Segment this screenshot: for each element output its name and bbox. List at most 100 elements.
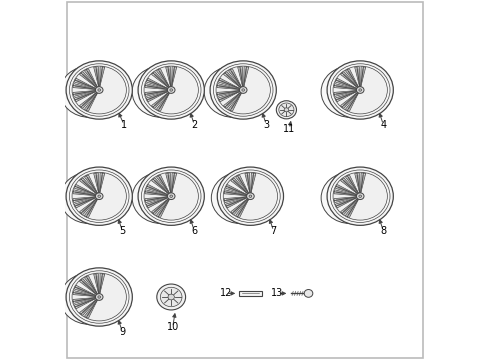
- Ellipse shape: [325, 65, 384, 117]
- Ellipse shape: [138, 61, 204, 119]
- Polygon shape: [335, 185, 357, 195]
- Ellipse shape: [60, 66, 119, 117]
- Polygon shape: [172, 173, 177, 193]
- Ellipse shape: [138, 65, 197, 117]
- Ellipse shape: [134, 172, 193, 223]
- Ellipse shape: [66, 272, 125, 324]
- Text: 3: 3: [263, 120, 270, 130]
- Text: 5: 5: [119, 226, 125, 236]
- Polygon shape: [334, 197, 356, 203]
- Ellipse shape: [136, 65, 195, 117]
- Polygon shape: [156, 199, 170, 217]
- Text: 9: 9: [120, 327, 125, 337]
- Polygon shape: [94, 173, 99, 193]
- Polygon shape: [223, 72, 241, 87]
- Polygon shape: [147, 78, 168, 89]
- Ellipse shape: [215, 171, 274, 223]
- Ellipse shape: [134, 66, 193, 117]
- Polygon shape: [79, 178, 97, 194]
- Polygon shape: [145, 190, 167, 195]
- Polygon shape: [151, 178, 169, 194]
- Ellipse shape: [157, 284, 186, 310]
- Ellipse shape: [60, 172, 119, 224]
- Polygon shape: [94, 67, 99, 86]
- Polygon shape: [361, 173, 366, 193]
- Polygon shape: [94, 274, 99, 293]
- Ellipse shape: [217, 171, 276, 223]
- Polygon shape: [147, 185, 168, 195]
- Ellipse shape: [321, 172, 379, 224]
- Polygon shape: [73, 84, 95, 89]
- Polygon shape: [217, 84, 239, 89]
- Polygon shape: [74, 78, 96, 89]
- Ellipse shape: [208, 65, 267, 117]
- Polygon shape: [79, 72, 97, 87]
- Ellipse shape: [136, 171, 195, 223]
- Polygon shape: [99, 274, 105, 293]
- Text: 8: 8: [380, 226, 387, 236]
- Polygon shape: [73, 298, 95, 303]
- Polygon shape: [245, 173, 250, 193]
- Polygon shape: [341, 72, 358, 87]
- Ellipse shape: [216, 66, 270, 114]
- Polygon shape: [74, 298, 96, 309]
- Ellipse shape: [219, 170, 278, 222]
- Polygon shape: [217, 91, 239, 96]
- Ellipse shape: [356, 193, 364, 199]
- Polygon shape: [145, 197, 167, 203]
- Ellipse shape: [62, 273, 121, 324]
- Polygon shape: [166, 67, 171, 86]
- Ellipse shape: [321, 66, 379, 117]
- Ellipse shape: [204, 66, 263, 117]
- Ellipse shape: [168, 294, 174, 300]
- Polygon shape: [225, 185, 246, 195]
- Polygon shape: [238, 67, 243, 86]
- Ellipse shape: [323, 66, 382, 117]
- Polygon shape: [73, 190, 95, 195]
- Polygon shape: [236, 199, 248, 217]
- Polygon shape: [224, 197, 246, 203]
- Polygon shape: [236, 175, 248, 193]
- Polygon shape: [231, 199, 247, 215]
- Ellipse shape: [330, 64, 390, 116]
- Polygon shape: [335, 78, 357, 89]
- Polygon shape: [79, 93, 97, 108]
- Ellipse shape: [98, 296, 100, 298]
- Ellipse shape: [276, 101, 296, 119]
- Polygon shape: [345, 175, 358, 193]
- Ellipse shape: [304, 289, 313, 297]
- Ellipse shape: [220, 170, 280, 222]
- Ellipse shape: [138, 167, 204, 225]
- Polygon shape: [341, 93, 358, 108]
- Ellipse shape: [68, 170, 127, 222]
- Ellipse shape: [66, 61, 132, 119]
- FancyBboxPatch shape: [239, 291, 262, 296]
- Ellipse shape: [170, 89, 172, 91]
- Polygon shape: [73, 197, 95, 203]
- Ellipse shape: [210, 61, 276, 119]
- Polygon shape: [79, 279, 97, 294]
- Polygon shape: [361, 67, 366, 86]
- Ellipse shape: [70, 271, 129, 323]
- Ellipse shape: [206, 66, 265, 117]
- Ellipse shape: [72, 273, 126, 321]
- Ellipse shape: [66, 65, 125, 117]
- Ellipse shape: [64, 272, 122, 324]
- Ellipse shape: [142, 64, 201, 116]
- Ellipse shape: [60, 273, 119, 324]
- Polygon shape: [334, 190, 356, 195]
- Polygon shape: [84, 69, 98, 87]
- Ellipse shape: [96, 193, 103, 199]
- Ellipse shape: [142, 170, 201, 222]
- Ellipse shape: [242, 89, 245, 91]
- Polygon shape: [244, 67, 249, 86]
- Ellipse shape: [356, 87, 364, 93]
- Polygon shape: [79, 300, 97, 315]
- Polygon shape: [99, 67, 105, 86]
- Ellipse shape: [279, 103, 294, 117]
- Polygon shape: [151, 72, 169, 87]
- Ellipse shape: [96, 294, 103, 300]
- Ellipse shape: [327, 61, 393, 119]
- Ellipse shape: [168, 193, 175, 199]
- Ellipse shape: [217, 167, 284, 225]
